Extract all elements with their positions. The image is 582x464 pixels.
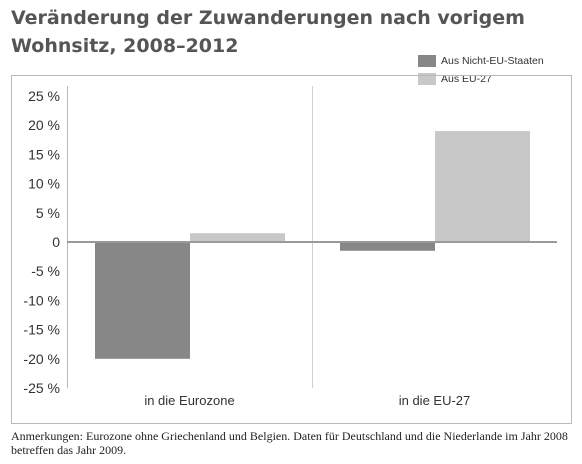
bar-eu27: [190, 233, 285, 242]
legend-label-nicht-eu: Aus Nicht-EU-Staaten: [441, 55, 544, 67]
y-tick-label: -15 %: [23, 322, 60, 338]
y-tick-label: -10 %: [23, 292, 60, 308]
bar-nicht-eu: [95, 242, 190, 359]
legend-swatch-nicht-eu: [418, 55, 436, 67]
y-tick-label: -20 %: [23, 351, 60, 367]
y-tick-label: 5 %: [36, 205, 60, 221]
chart-title: Veränderung der Zuwanderungen nach vorig…: [11, 7, 525, 57]
y-tick-label: -5 %: [31, 263, 60, 279]
y-tick-label: 25 %: [28, 88, 60, 104]
chart-frame: [11, 75, 572, 424]
y-tick-label: 10 %: [28, 176, 60, 192]
legend-item-nicht-eu: Aus Nicht-EU-Staaten: [418, 53, 544, 69]
y-tick-label: 20 %: [28, 117, 60, 133]
x-tick-label: in die EU-27: [399, 393, 471, 408]
x-tick-label: in die Eurozone: [144, 393, 234, 408]
bar-eu27: [435, 131, 530, 242]
chart-note: Anmerkungen: Eurozone ohne Griechenland …: [11, 429, 568, 457]
y-tick-label: -25 %: [23, 380, 60, 396]
y-tick-label: 0: [52, 234, 60, 250]
bar-nicht-eu: [340, 242, 435, 251]
y-tick-label: 15 %: [28, 146, 60, 162]
